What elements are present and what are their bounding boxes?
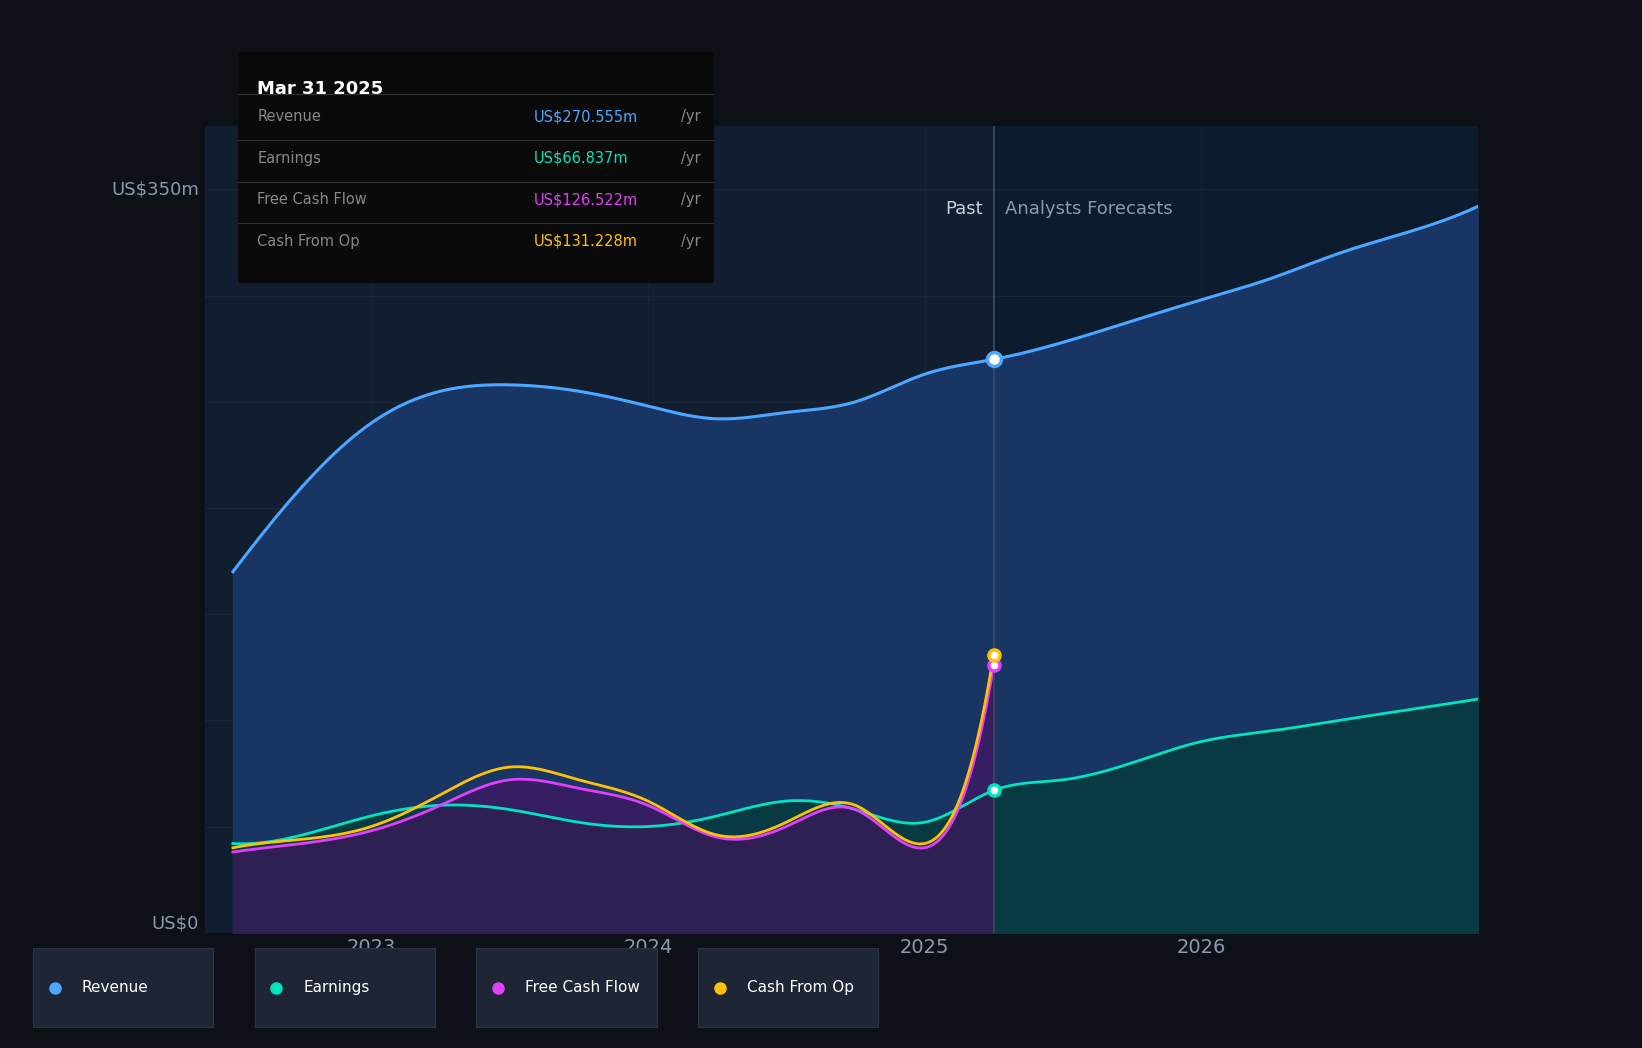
Text: Analysts Forecasts: Analysts Forecasts [1005,200,1172,218]
Text: Earnings: Earnings [258,151,322,166]
Text: US$126.522m: US$126.522m [534,193,637,208]
Text: /yr: /yr [681,193,701,208]
Text: US$0: US$0 [151,915,199,933]
Text: US$131.228m: US$131.228m [534,234,637,249]
Text: /yr: /yr [681,151,701,166]
Text: US$270.555m: US$270.555m [534,109,637,125]
Text: Cash From Op: Cash From Op [258,234,360,249]
Text: Free Cash Flow: Free Cash Flow [258,193,366,208]
Bar [205,126,993,933]
Text: /yr: /yr [681,109,701,125]
Text: Cash From Op: Cash From Op [747,980,854,996]
Text: Revenue: Revenue [82,980,148,996]
Text: Mar 31 2025: Mar 31 2025 [258,80,383,99]
Text: Past: Past [946,200,982,218]
Text: /yr: /yr [681,234,701,249]
Text: US$66.837m: US$66.837m [534,151,627,166]
Text: Earnings: Earnings [304,980,369,996]
Text: Revenue: Revenue [258,109,322,125]
Text: Free Cash Flow: Free Cash Flow [525,980,640,996]
Text: US$350m: US$350m [112,180,199,198]
